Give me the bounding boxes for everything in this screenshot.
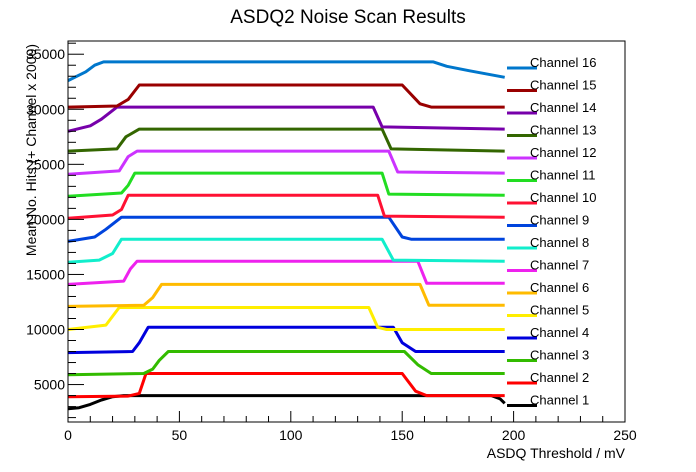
y-tick-label: 15000 <box>26 266 65 282</box>
series-line-channel-15 <box>67 83 505 109</box>
series-line-channel-16 <box>67 60 505 82</box>
x-tick-label: 150 <box>391 427 415 443</box>
series-line-channel-7 <box>67 259 505 286</box>
y-tick-label: 25000 <box>26 156 65 172</box>
x-tick-label: 250 <box>613 427 637 443</box>
series-line-channel-5 <box>67 306 505 331</box>
y-axis: 5000 10000 15000 20000 25000 30000 35000 <box>26 42 84 419</box>
y-tick-label: 20000 <box>26 211 65 227</box>
legend-label: Channel 13 <box>530 123 597 138</box>
legend-label: Channel 9 <box>530 213 589 228</box>
series-line-channel-12 <box>67 149 505 176</box>
y-axis-label: Mean No. Hits (+ Channel x 2000) <box>23 44 39 256</box>
legend-label: Channel 5 <box>530 303 589 318</box>
series-line-channel-6 <box>67 282 505 308</box>
x-tick-label: 200 <box>502 427 526 443</box>
y-tick-label: 35000 <box>26 46 65 62</box>
series-line-channel-2 <box>67 372 505 399</box>
chart-title: ASDQ2 Noise Scan Results <box>230 7 466 28</box>
x-tick-label: 100 <box>279 427 303 443</box>
legend-label: Channel 11 <box>530 168 596 183</box>
y-tick-label: 10000 <box>26 322 65 338</box>
x-tick-label: 50 <box>172 427 188 443</box>
legend-label: Channel 8 <box>530 235 589 250</box>
x-axis-label: ASDQ Threshold / mV <box>487 445 626 461</box>
legend-label: Channel 7 <box>530 258 589 273</box>
series-line-channel-8 <box>67 237 505 264</box>
y-tick-label: 30000 <box>26 101 65 117</box>
x-tick-label: 0 <box>64 427 72 443</box>
y-tick-label: 5000 <box>34 377 65 393</box>
legend-label: Channel 10 <box>530 190 597 205</box>
legend-label: Channel 16 <box>530 55 597 70</box>
legend-label: Channel 4 <box>530 325 589 340</box>
legend-label: Channel 14 <box>530 100 597 115</box>
legend-label: Channel 12 <box>530 145 597 160</box>
plot-frame <box>67 40 626 423</box>
legend-label: Channel 1 <box>530 393 589 408</box>
series-line-channel-11 <box>67 171 505 198</box>
series-line-channel-10 <box>67 193 505 220</box>
x-axis: 0 50 100 150 200 250 <box>64 411 637 443</box>
legend-label: Channel 6 <box>530 280 589 295</box>
series-line-channel-1 <box>67 394 506 411</box>
legend-label: Channel 3 <box>530 348 589 363</box>
series-line-channel-13 <box>67 127 505 153</box>
series-line-channel-4 <box>67 325 505 355</box>
legend: Channel 16 Channel 15 Channel 14 Channel 13… <box>507 55 597 408</box>
legend-label: Channel 15 <box>530 78 597 93</box>
series-line-channel-3 <box>67 350 505 377</box>
plot-area <box>67 60 506 411</box>
series-line-channel-9 <box>67 215 505 243</box>
legend-label: Channel 2 <box>530 370 589 385</box>
